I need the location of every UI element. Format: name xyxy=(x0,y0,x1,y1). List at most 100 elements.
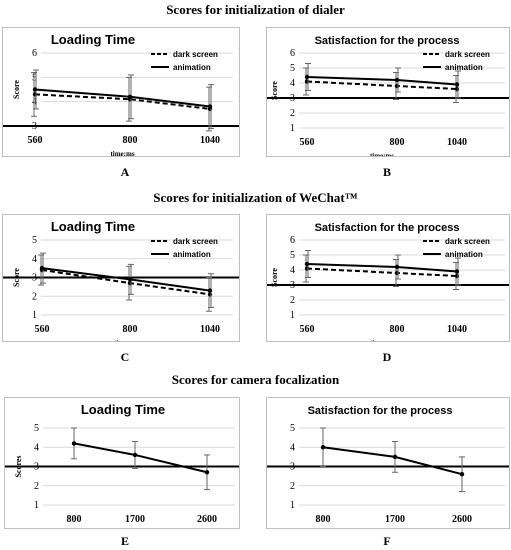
legend-label: dark screen xyxy=(173,50,218,59)
data-point xyxy=(454,82,460,87)
x-tick-label: 560 xyxy=(28,135,43,146)
series-line xyxy=(41,267,211,292)
chart-panel-c: Loading Time12345Score5608001040time:msd… xyxy=(2,214,240,342)
x-tick-label: 1040 xyxy=(447,137,467,148)
y-axis-label: Scores xyxy=(14,455,23,477)
data-point xyxy=(127,277,133,282)
x-axis-label: time:ms xyxy=(370,152,394,156)
y-tick-label: 4 xyxy=(290,78,295,89)
y-tick-label: 2 xyxy=(290,295,295,306)
x-tick-label: 800 xyxy=(67,514,82,525)
y-tick-label: 1 xyxy=(290,123,295,134)
data-point xyxy=(71,441,77,446)
section-title-wechat: Scores for initialization of WeChat™ xyxy=(153,190,358,205)
data-point xyxy=(394,77,400,83)
series-line xyxy=(41,269,211,296)
x-tick-label: 800 xyxy=(390,137,405,148)
panel-label-c: C xyxy=(120,350,130,364)
chart-panel-d: Satisfaction for the process123456Score5… xyxy=(266,214,510,342)
y-tick-label: 6 xyxy=(290,235,295,246)
y-tick-label: 5 xyxy=(290,250,295,261)
data-point xyxy=(32,92,38,97)
panel-label-d: D xyxy=(382,350,392,364)
chart-title: Satisfaction for the process xyxy=(308,405,453,417)
x-tick-label: 800 xyxy=(123,135,138,146)
y-tick-label: 4 xyxy=(290,442,295,453)
data-point xyxy=(394,270,400,276)
section-title-dialer: Scores for initialization of dialer xyxy=(166,2,345,17)
data-point xyxy=(454,273,460,279)
legend-label: dark screen xyxy=(173,237,218,246)
x-tick-label: 800 xyxy=(123,324,138,335)
data-point xyxy=(459,472,465,477)
x-tick-label: 800 xyxy=(316,514,331,525)
panel-label-b: B xyxy=(382,165,391,179)
chart-title: Loading Time xyxy=(81,402,165,417)
x-tick-label: 800 xyxy=(390,324,405,335)
x-tick-label: 560 xyxy=(300,137,315,148)
data-point xyxy=(207,104,213,109)
data-point xyxy=(304,74,310,80)
x-tick-label: 1040 xyxy=(200,324,220,335)
x-axis-label: time:ms xyxy=(370,339,394,341)
y-tick-label: 2 xyxy=(290,108,295,119)
y-tick-label: 1 xyxy=(290,500,295,511)
chart-title: Loading Time xyxy=(51,219,135,234)
data-point xyxy=(304,261,310,267)
y-tick-label: 4 xyxy=(32,254,37,265)
y-axis-label: Score xyxy=(12,268,21,287)
y-axis-label: Score xyxy=(270,81,279,100)
y-tick-label: 2 xyxy=(32,291,37,302)
data-point xyxy=(304,266,310,271)
chart-panel-e: Loading Time12345Scores80017002600time:m… xyxy=(4,397,240,529)
panel-label-a: A xyxy=(120,165,130,179)
data-point xyxy=(32,87,38,92)
y-tick-label: 1 xyxy=(34,500,39,511)
legend-label: dark screen xyxy=(445,50,490,59)
x-tick-label: 2600 xyxy=(197,514,217,525)
y-tick-label: 2 xyxy=(290,481,295,492)
chart-title: Satisfaction for the process xyxy=(315,35,460,47)
data-point xyxy=(127,280,133,286)
x-tick-label: 1040 xyxy=(447,324,467,335)
data-point xyxy=(207,292,213,297)
data-point xyxy=(394,83,400,89)
chart-title: Satisfaction for the process xyxy=(315,222,460,234)
legend-label: animation xyxy=(445,250,483,259)
y-tick-label: 4 xyxy=(290,265,295,276)
legend-label: animation xyxy=(173,63,211,72)
x-tick-label: 2600 xyxy=(452,514,472,525)
chart-panel-b: Satisfaction for the process123456Score5… xyxy=(266,27,510,157)
data-point xyxy=(394,264,400,270)
x-tick-label: 1700 xyxy=(125,514,145,525)
panel-label-e: E xyxy=(120,534,129,548)
chart-panel-a: Loading Time3456Score5608001040time:msda… xyxy=(2,27,240,157)
series-line xyxy=(34,93,211,110)
x-tick-label: 1700 xyxy=(385,514,405,525)
y-axis-label: Score xyxy=(12,80,21,99)
data-point xyxy=(204,470,210,475)
data-point xyxy=(454,269,460,274)
legend-label: animation xyxy=(445,63,483,72)
x-tick-label: 560 xyxy=(300,324,315,335)
series-line xyxy=(34,88,211,108)
data-point xyxy=(320,445,326,450)
legend-label: animation xyxy=(173,250,211,259)
series-line xyxy=(322,446,463,476)
x-axis-label: time:ms xyxy=(114,339,138,341)
data-point xyxy=(454,86,460,92)
data-point xyxy=(132,452,138,458)
data-point xyxy=(304,79,310,84)
y-tick-label: 4 xyxy=(34,442,39,453)
y-tick-label: 5 xyxy=(290,423,295,434)
y-tick-label: 5 xyxy=(290,63,295,74)
data-point xyxy=(207,288,213,293)
y-tick-label: 2 xyxy=(34,481,39,492)
y-tick-label: 5 xyxy=(34,423,39,434)
data-point xyxy=(392,454,398,460)
x-tick-label: 1040 xyxy=(200,135,220,146)
y-axis-label: Score xyxy=(270,268,279,287)
y-tick-label: 6 xyxy=(290,48,295,59)
x-tick-label: 560 xyxy=(35,324,50,335)
section-title-camera: Scores for camera focalization xyxy=(171,372,340,387)
